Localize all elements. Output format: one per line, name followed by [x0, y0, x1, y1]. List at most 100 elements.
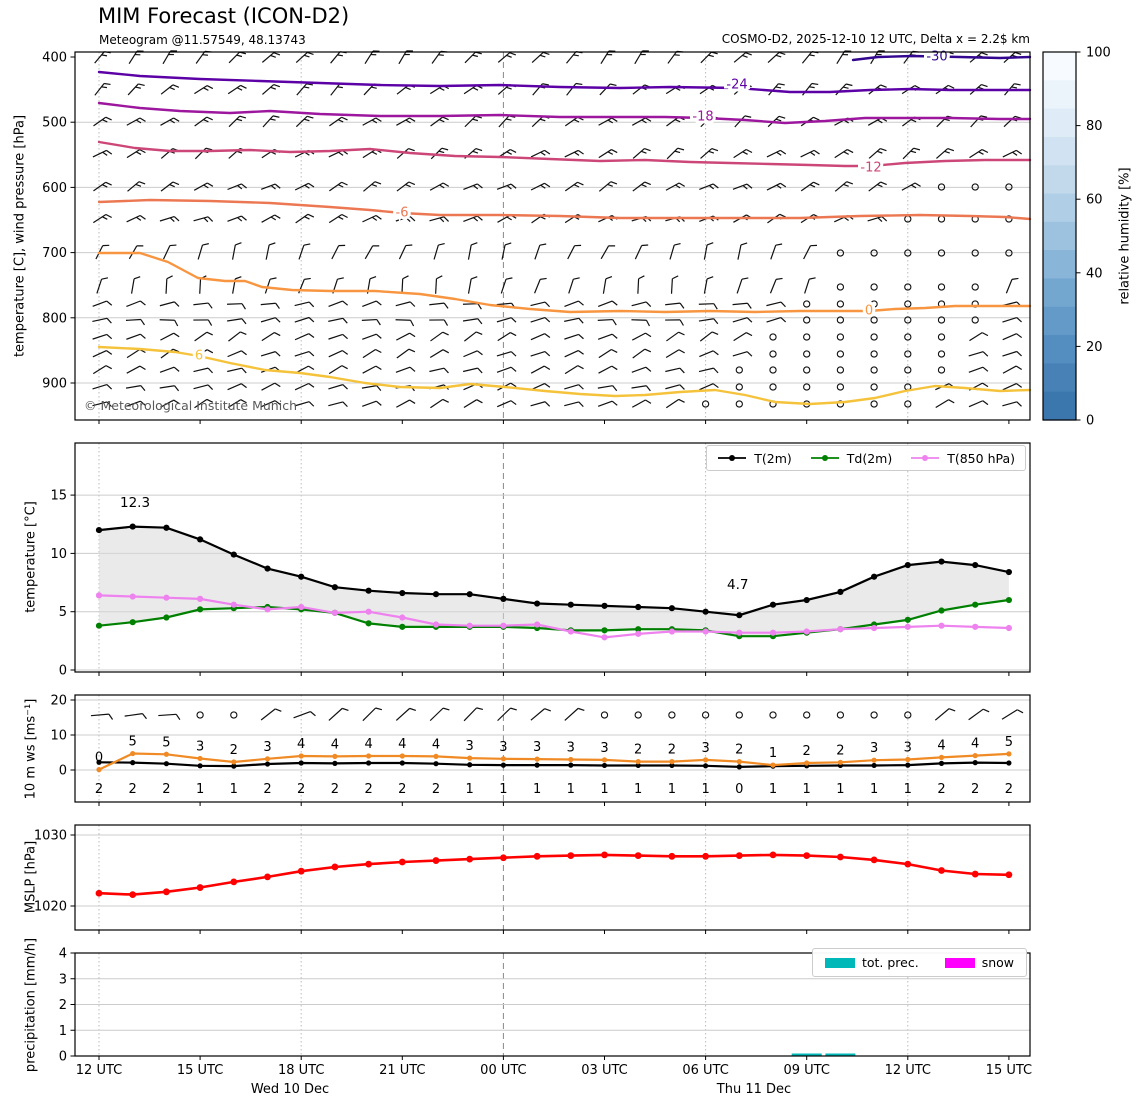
- wind-barb-icon: [294, 401, 310, 407]
- extreme-value-annotation: 4.7: [727, 577, 748, 593]
- wind-barb-icon: [294, 382, 309, 391]
- y-tick-label: 700: [42, 246, 67, 261]
- legend-label: tot. prec.: [861, 955, 919, 970]
- data-point: [500, 595, 507, 602]
- data-point: [466, 591, 473, 598]
- gust-value-label: 3: [499, 740, 507, 755]
- colorbar-tick-label: 100: [1086, 46, 1111, 61]
- contour-line--18: [97, 101, 1032, 125]
- wind-barb-icon: [800, 181, 814, 192]
- wind-barb-icon: [703, 244, 708, 260]
- wind-barb-icon: [634, 245, 643, 260]
- extreme-value-annotation: 12.3: [120, 495, 150, 511]
- data-point: [668, 605, 676, 612]
- calm-wind-icon: [870, 366, 878, 374]
- wind-barb-icon: [463, 84, 477, 95]
- wind-barb-icon: [732, 302, 748, 306]
- wind-barb-icon: [1002, 350, 1017, 357]
- data-point: [871, 573, 878, 580]
- wind-barb-icon: [496, 366, 512, 373]
- mean-wind-value-label: 2: [1005, 782, 1013, 797]
- wind-barb-icon: [834, 181, 848, 192]
- wind-barb-icon: [463, 183, 478, 191]
- wind-barb-icon: [699, 350, 714, 358]
- wind-barb-icon: [261, 382, 276, 391]
- upper-air-wind-field: [92, 50, 1023, 409]
- gust-value-label: 2: [230, 743, 238, 758]
- wind-barb-icon: [766, 316, 782, 323]
- wind-barb-icon: [429, 216, 445, 222]
- colorbar-tick-label: 40: [1086, 266, 1103, 281]
- gust-value-label: 0: [95, 751, 103, 766]
- calm-wind-icon: [836, 383, 845, 391]
- wind-barb-icon: [1002, 333, 1017, 341]
- wind-barb-icon: [362, 214, 377, 223]
- mean-wind-value-label: 2: [263, 782, 271, 797]
- wind-barb-icon: [531, 51, 544, 63]
- calm-wind-icon: [937, 366, 946, 374]
- wind-barb-icon: [665, 398, 680, 409]
- wind-barb-icon: [699, 331, 713, 342]
- wind-barb-icon: [836, 50, 846, 65]
- data-point: [736, 629, 743, 636]
- mslp-panel: [95, 851, 1013, 899]
- wind-barb-icon: [160, 332, 174, 341]
- x-tick-label: 09 UTC: [783, 1063, 829, 1078]
- wind-barb-icon: [631, 366, 647, 373]
- gust-value-label: 2: [634, 743, 642, 758]
- wind-barb-icon: [125, 385, 141, 389]
- legend-line-marker: [810, 455, 839, 461]
- calm-wind-icon: [870, 316, 878, 324]
- y-tick-label: 10: [50, 729, 67, 744]
- wind-barb-icon: [463, 350, 478, 358]
- data-point: [702, 608, 709, 615]
- wind-barb-icon: [632, 181, 646, 192]
- ylabel-pressure: temperature [C], wind pressure [hPa]: [12, 114, 28, 358]
- wind-barb-icon: [96, 278, 103, 294]
- wind-barb-icon: [435, 278, 438, 294]
- y-tick-label: 0: [59, 764, 67, 779]
- wind-barb-icon: [496, 351, 512, 357]
- wind-barb-icon: [328, 333, 343, 340]
- data-point: [567, 601, 574, 608]
- ylabel-precipitation: precipitation [mm/h]: [23, 937, 39, 1073]
- wind-barb-icon: [92, 401, 108, 407]
- wind-barb-icon: [934, 708, 950, 721]
- wind-barb-icon: [199, 278, 202, 294]
- data-point: [567, 628, 574, 635]
- data-point: [264, 606, 271, 613]
- wind-barb-icon: [496, 400, 512, 408]
- gust-value-label: 3: [263, 740, 271, 755]
- y-tick-label: 4: [59, 947, 67, 962]
- calm-wind-icon: [904, 316, 912, 324]
- wind-barb-icon: [703, 278, 708, 294]
- gust-value-label: 4: [971, 737, 979, 752]
- mean-wind-value-label: 1: [567, 782, 575, 797]
- gust-value-label: 4: [364, 737, 372, 752]
- wind-barb-icon: [665, 302, 681, 306]
- data-point: [1005, 568, 1013, 576]
- data-point: [904, 561, 911, 569]
- wind-barb-icon: [193, 384, 209, 390]
- data-point: [668, 628, 676, 635]
- colorbar-tick-label: 80: [1086, 119, 1103, 134]
- data-point: [1005, 624, 1013, 632]
- wind-barb-icon: [462, 367, 478, 373]
- calm-wind-icon: [870, 711, 878, 719]
- data-point: [129, 619, 136, 626]
- wind-barb-icon: [126, 400, 141, 407]
- gust-value-label: 4: [937, 738, 945, 753]
- contour-label: -6: [396, 206, 409, 221]
- wind-barb-icon: [1001, 709, 1018, 720]
- wind-barb-icon: [193, 216, 209, 222]
- mean-wind-value-label: 1: [533, 782, 541, 797]
- x-tick-label: 00 UTC: [480, 1063, 526, 1078]
- wind-barb-icon: [126, 300, 141, 308]
- wind-barb-icon: [260, 317, 276, 323]
- wind-barb-icon: [534, 245, 541, 260]
- wind-barb-icon: [260, 302, 276, 306]
- wind-barb-icon: [598, 181, 612, 192]
- wind-barb-icon: [329, 116, 342, 127]
- calm-wind-icon: [937, 249, 946, 257]
